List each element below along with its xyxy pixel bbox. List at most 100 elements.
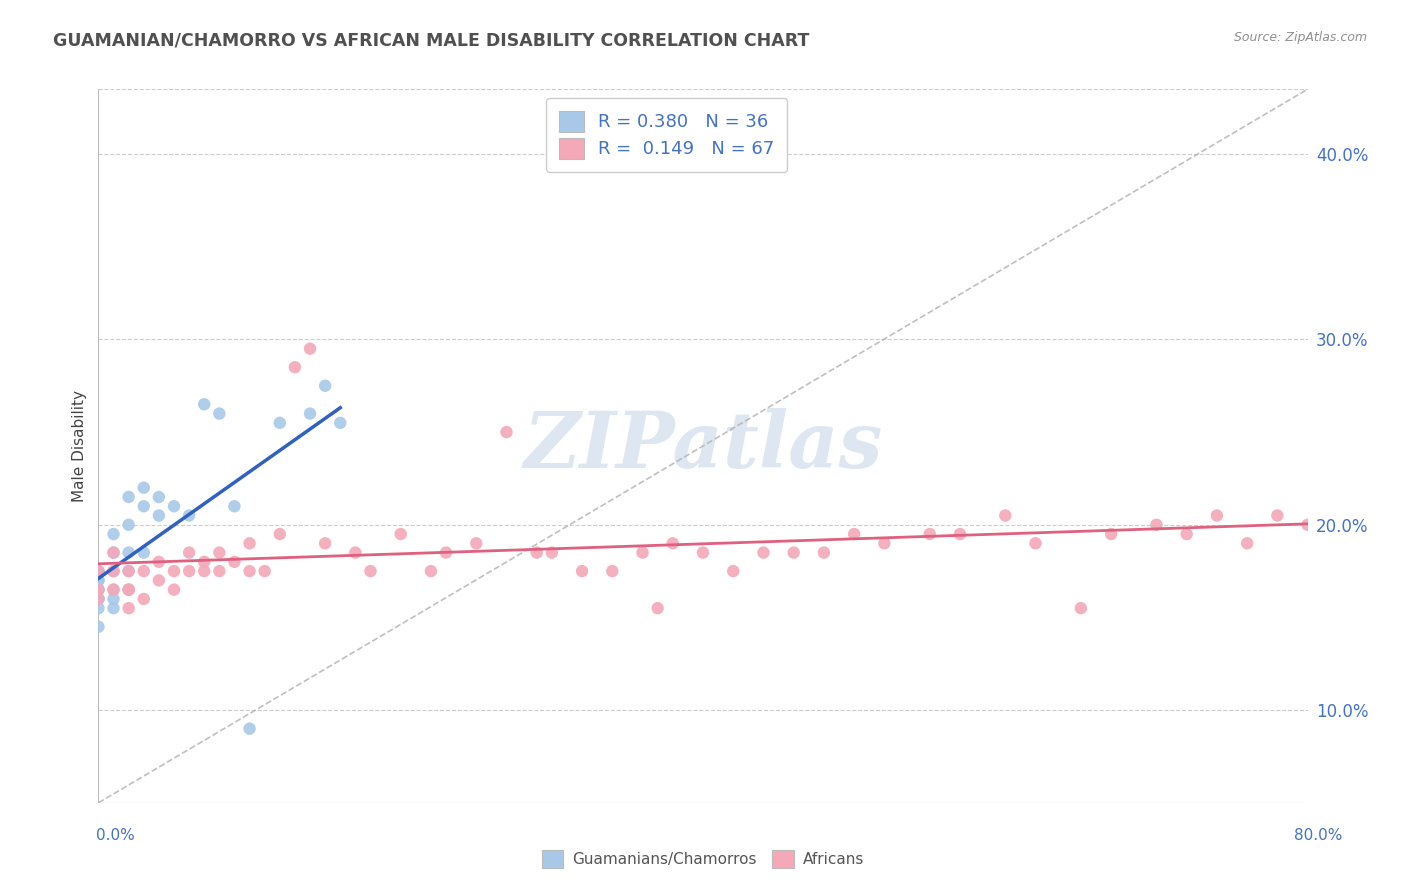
Point — [87, 574, 110, 588]
Point — [132, 564, 155, 578]
Point — [239, 536, 262, 550]
Point — [103, 527, 125, 541]
Point — [103, 591, 125, 606]
Point — [344, 545, 367, 559]
Point — [284, 360, 307, 375]
Text: 0.0%: 0.0% — [96, 829, 135, 843]
Point — [813, 545, 835, 559]
Point — [752, 545, 775, 559]
Point — [163, 564, 186, 578]
Point — [1267, 508, 1289, 523]
Point — [148, 490, 170, 504]
Point — [1312, 740, 1334, 755]
Point — [329, 416, 352, 430]
Point — [118, 582, 141, 597]
Point — [103, 582, 125, 597]
Point — [360, 564, 382, 578]
Point — [103, 601, 125, 615]
Point — [949, 527, 972, 541]
Point — [994, 508, 1017, 523]
Point — [269, 527, 291, 541]
Point — [918, 527, 941, 541]
Point — [148, 508, 170, 523]
Point — [118, 582, 141, 597]
Point — [661, 536, 683, 550]
Point — [87, 591, 110, 606]
Point — [1296, 517, 1319, 532]
Text: 80.0%: 80.0% — [1295, 829, 1343, 843]
Point — [118, 490, 141, 504]
Point — [465, 536, 488, 550]
Point — [239, 722, 262, 736]
Point — [132, 545, 155, 559]
Point — [179, 564, 201, 578]
Point — [269, 416, 291, 430]
Point — [193, 555, 215, 569]
Point — [420, 564, 443, 578]
Point — [1402, 703, 1406, 717]
Point — [118, 517, 141, 532]
Point — [299, 407, 322, 421]
Point — [526, 545, 548, 559]
Point — [239, 564, 262, 578]
Point — [103, 545, 125, 559]
Point — [571, 564, 593, 578]
Point — [179, 545, 201, 559]
Point — [389, 527, 412, 541]
Point — [132, 591, 155, 606]
Point — [314, 378, 336, 392]
Point — [208, 407, 231, 421]
Point — [87, 582, 110, 597]
Point — [118, 564, 141, 578]
Text: GUAMANIAN/CHAMORRO VS AFRICAN MALE DISABILITY CORRELATION CHART: GUAMANIAN/CHAMORRO VS AFRICAN MALE DISAB… — [53, 31, 810, 49]
Point — [208, 564, 231, 578]
Point — [224, 555, 246, 569]
Point — [844, 527, 866, 541]
Point — [253, 564, 276, 578]
Point — [132, 481, 155, 495]
Legend: Guamanians/Chamorros, Africans: Guamanians/Chamorros, Africans — [536, 844, 870, 873]
Point — [148, 555, 170, 569]
Point — [87, 574, 110, 588]
Point — [87, 582, 110, 597]
Point — [1236, 536, 1258, 550]
Point — [1175, 527, 1198, 541]
Point — [118, 564, 141, 578]
Text: Source: ZipAtlas.com: Source: ZipAtlas.com — [1233, 31, 1367, 45]
Point — [132, 500, 155, 514]
Point — [148, 574, 170, 588]
Point — [193, 564, 215, 578]
Point — [208, 545, 231, 559]
Point — [87, 601, 110, 615]
Point — [118, 601, 141, 615]
Point — [1206, 508, 1229, 523]
Point — [495, 425, 517, 439]
Point — [540, 545, 562, 559]
Point — [87, 620, 110, 634]
Point — [1099, 527, 1122, 541]
Point — [87, 564, 110, 578]
Point — [1024, 536, 1046, 550]
Point — [179, 508, 201, 523]
Point — [163, 582, 186, 597]
Y-axis label: Male Disability: Male Disability — [72, 390, 87, 502]
Point — [1372, 128, 1395, 143]
Point — [224, 500, 246, 514]
Point — [87, 564, 110, 578]
Point — [873, 536, 896, 550]
Point — [193, 397, 215, 411]
Point — [314, 536, 336, 550]
Point — [87, 564, 110, 578]
Point — [692, 545, 714, 559]
Point — [602, 564, 624, 578]
Point — [87, 582, 110, 597]
Point — [434, 545, 457, 559]
Point — [118, 545, 141, 559]
Text: ZIPatlas: ZIPatlas — [523, 408, 883, 484]
Point — [87, 591, 110, 606]
Point — [1070, 601, 1092, 615]
Point — [1341, 369, 1364, 384]
Point — [103, 564, 125, 578]
Point — [783, 545, 806, 559]
Point — [103, 582, 125, 597]
